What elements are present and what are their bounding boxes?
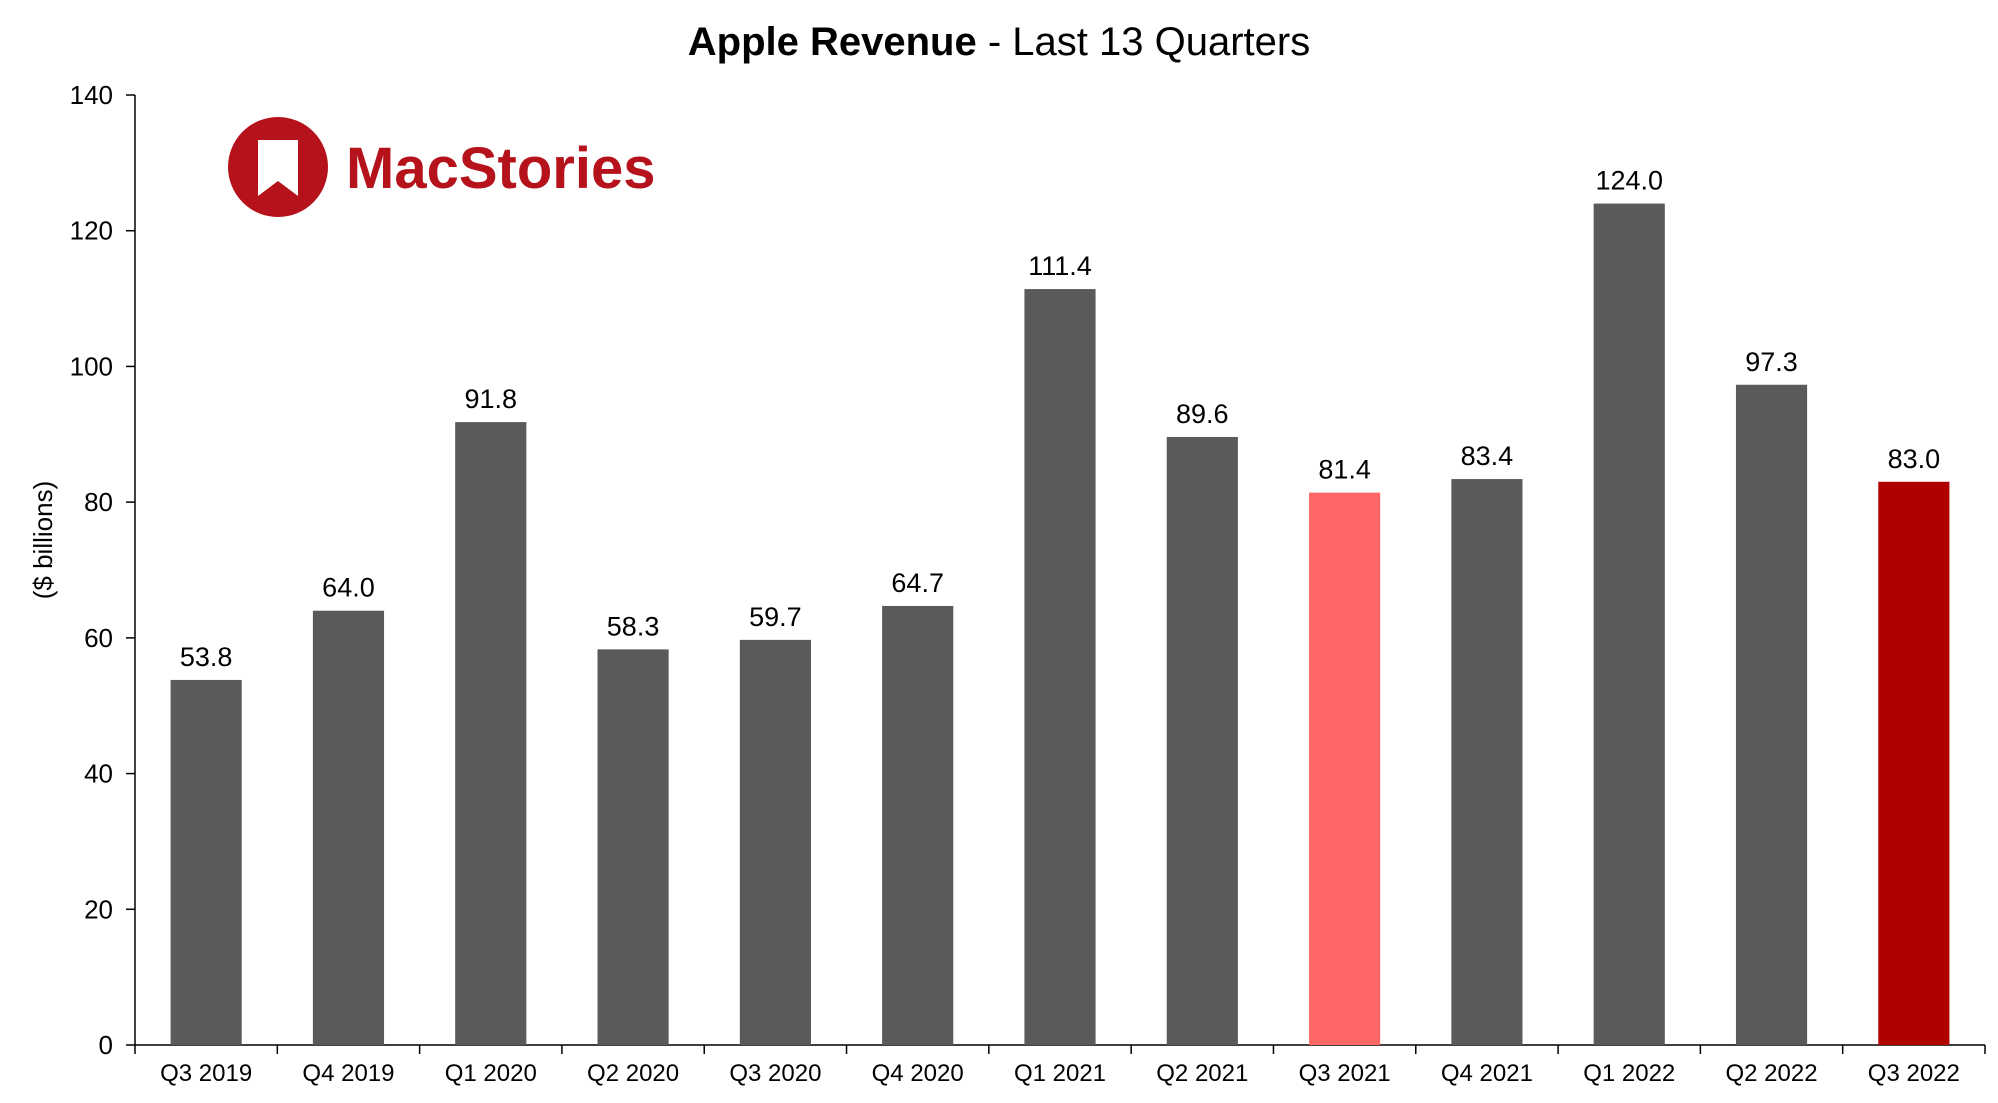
bar-q4-2021: [1451, 479, 1523, 1046]
bar-q3-2019: [170, 679, 242, 1045]
bar-q2-2022: [1735, 384, 1808, 1045]
x-tick-label: Q4 2020: [872, 1060, 964, 1087]
y-tick-label: 60: [84, 623, 113, 653]
bar-value-label: 111.4: [1028, 251, 1092, 281]
macstories-logo: MacStories: [228, 117, 655, 217]
bar-value-label: 58.3: [607, 611, 660, 641]
bar-value-label: 89.6: [1176, 399, 1229, 429]
bar-q2-2021: [1166, 437, 1238, 1045]
bar-value-label: 124.0: [1595, 166, 1663, 196]
x-tick-label: Q4 2019: [302, 1060, 394, 1087]
bookmark-icon: [258, 140, 298, 196]
bar-q1-2021: [1024, 289, 1096, 1046]
y-tick-label: 0: [99, 1030, 113, 1060]
x-tick-label: Q3 2019: [160, 1060, 252, 1087]
y-tick-label: 40: [84, 759, 113, 789]
y-ticks: 0 20 40 60 80 100 120 140: [70, 80, 135, 1060]
x-tick-label: Q1 2022: [1583, 1060, 1675, 1087]
logo-text: MacStories: [346, 136, 655, 201]
bar-value-label: 64.7: [891, 568, 944, 598]
x-tick-label: Q1 2021: [1014, 1060, 1106, 1087]
bar-value-label: 53.8: [180, 642, 233, 672]
bars: [170, 203, 1950, 1046]
bar-value-label: 83.4: [1461, 441, 1514, 471]
x-tick-label: Q1 2020: [445, 1060, 537, 1087]
chart-subtitle: - Last 13 Quarters: [977, 20, 1310, 64]
x-tick-label: Q2 2022: [1725, 1060, 1817, 1087]
x-tick-label: Q3 2021: [1299, 1060, 1391, 1087]
chart-title: Apple Revenue: [688, 20, 977, 64]
x-ticks: Q3 2019 Q4 2019 Q1 2020 Q2 2020 Q3 2020 Q4 20…: [134, 1045, 1986, 1087]
bar-q3-2021: [1309, 492, 1381, 1046]
bar-q3-2020: [739, 639, 811, 1045]
bar-q4-2020: [882, 605, 954, 1045]
bar-q3-2022: [1878, 481, 1950, 1045]
bar-q1-2020: [455, 422, 527, 1046]
bar-value-label: 81.4: [1318, 455, 1371, 485]
bar-value-label: 83.0: [1888, 444, 1941, 474]
chart-title-group: Apple Revenue - Last 13 Quarters: [688, 20, 1310, 64]
y-tick-label: 140: [70, 80, 113, 110]
bar-value-label: 64.0: [322, 573, 375, 603]
bar-value-label: 91.8: [464, 384, 517, 414]
y-tick-label: 20: [84, 894, 113, 924]
bar-q4-2019: [312, 610, 385, 1045]
value-labels: 53.8 64.0 91.8 58.3 59.7 64.7 111.4 89.6 81.4 83.…: [180, 166, 1940, 672]
y-tick-label: 80: [84, 487, 113, 517]
x-tick-label: Q4 2021: [1441, 1060, 1533, 1087]
y-tick-label: 100: [70, 351, 113, 381]
y-axis-label: ($ billions): [28, 481, 58, 600]
x-tick-label: Q3 2022: [1868, 1060, 1960, 1087]
x-tick-label: Q3 2020: [729, 1060, 821, 1087]
bar-value-label: 97.3: [1745, 347, 1798, 377]
bar-value-label: 59.7: [749, 602, 802, 632]
y-tick-label: 120: [70, 216, 113, 246]
x-tick-label: Q2 2020: [587, 1060, 679, 1087]
x-tick-label: Q2 2021: [1156, 1060, 1248, 1087]
bar-q2-2020: [597, 649, 669, 1045]
bar-q1-2022: [1593, 203, 1665, 1046]
